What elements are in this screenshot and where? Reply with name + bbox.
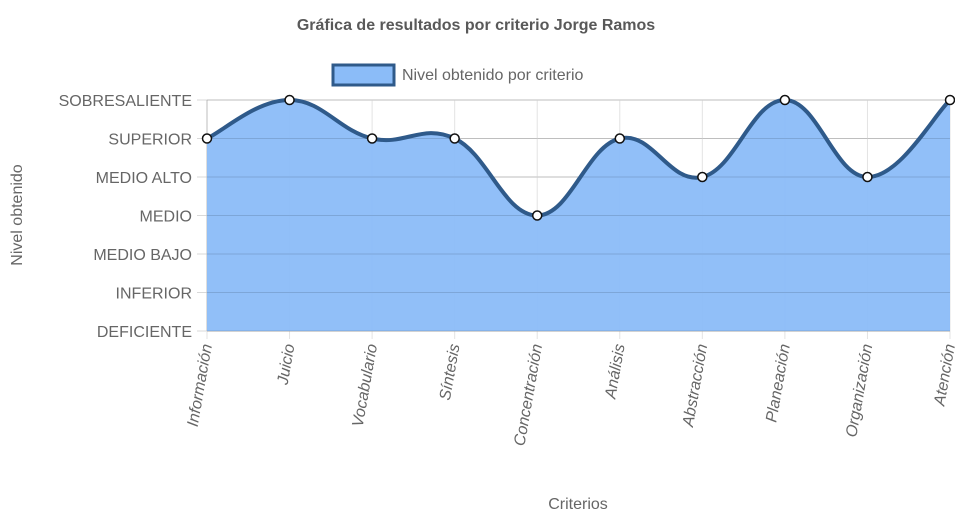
series-line bbox=[206, 98, 952, 218]
x-tick-label: Análisis bbox=[602, 343, 628, 401]
x-tick-label: Síntesis bbox=[437, 343, 464, 402]
data-point-3[interactable] bbox=[366, 133, 378, 144]
x-tick-label: Organización bbox=[843, 343, 876, 439]
y-tick-label: MEDIO ALTO bbox=[96, 170, 192, 187]
data-point-9[interactable] bbox=[862, 171, 873, 183]
x-tick-label: Concentración bbox=[512, 343, 547, 448]
data-point-6[interactable] bbox=[614, 133, 626, 144]
data-point-10[interactable] bbox=[944, 94, 955, 106]
y-tick-label: SOBRESALIENTE bbox=[59, 93, 192, 110]
x-axis-ticks: Información Juicio Vocabulario Síntesis Conc… bbox=[185, 343, 955, 448]
series-area bbox=[207, 100, 950, 331]
legend-swatch bbox=[331, 63, 396, 87]
y-tick-label: MEDIO BAJO bbox=[93, 247, 192, 264]
x-axis-label: Criterios bbox=[548, 496, 608, 513]
x-tick-label: Atención bbox=[931, 343, 955, 408]
data-point-2[interactable] bbox=[284, 94, 295, 106]
y-tick-label: DEFICIENTE bbox=[97, 324, 192, 341]
chart-title: Gráfica de resultados por criterio Jorge… bbox=[297, 17, 655, 34]
data-point-8[interactable] bbox=[779, 94, 791, 106]
legend-label: Nivel obtenido por criterio bbox=[402, 67, 584, 84]
y-axis-ticks: DEFICIENTE INFERIOR MEDIO BAJO MEDIO MEDIO A… bbox=[59, 93, 192, 341]
y-tick-label: INFERIOR bbox=[116, 286, 192, 303]
x-tick-label: Juicio bbox=[274, 343, 298, 387]
y-tick-label: MEDIO bbox=[140, 209, 192, 226]
plot-area bbox=[201, 94, 955, 332]
x-tick-label: Información bbox=[185, 343, 216, 428]
data-point-5[interactable] bbox=[531, 210, 543, 221]
y-tick-label: SUPERIOR bbox=[108, 132, 192, 149]
x-tick-label: Vocabulario bbox=[350, 343, 381, 429]
data-point-4[interactable] bbox=[449, 133, 460, 144]
x-tick-label: Planeación bbox=[763, 343, 794, 424]
legend[interactable]: Nivel obtenido por criterio bbox=[331, 63, 584, 87]
data-point-7[interactable] bbox=[697, 171, 708, 183]
data-point-1[interactable] bbox=[201, 133, 213, 144]
x-tick-label: Abstracción bbox=[680, 343, 711, 429]
y-axis-label: Nivel obtenido bbox=[9, 164, 26, 266]
